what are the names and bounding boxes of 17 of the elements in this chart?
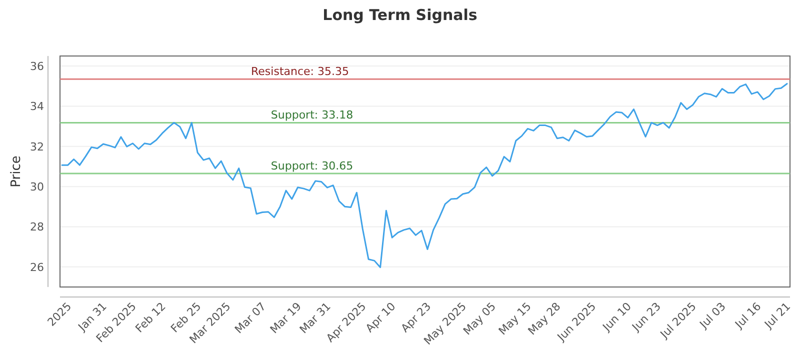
y-tick-label: 34 — [30, 100, 44, 114]
ref-line-label: Resistance: 35.35 — [251, 65, 349, 78]
x-tick-label: Mar 07 — [232, 300, 269, 336]
y-tick-label: 28 — [30, 220, 44, 234]
ref-line-label: Support: 33.18 — [270, 108, 354, 122]
y-tick-label: 32 — [30, 140, 44, 154]
x-tick-label: Jul 03 — [696, 300, 728, 332]
x-tick-label: Jul 21 — [761, 300, 794, 332]
line-series — [61, 82, 788, 268]
y-tick-label: 30 — [30, 180, 44, 194]
ref-line-label: Support: 30.65 — [270, 160, 354, 173]
chart-title: Long Term Signals — [322, 6, 478, 24]
y-tick-label: 36 — [30, 60, 44, 74]
y-axis-title: Price — [9, 156, 24, 188]
x-tick-label: Jun 10 — [600, 300, 634, 334]
x-tick-label: Jul 16 — [732, 300, 764, 332]
y-tick-label: 26 — [30, 260, 44, 274]
